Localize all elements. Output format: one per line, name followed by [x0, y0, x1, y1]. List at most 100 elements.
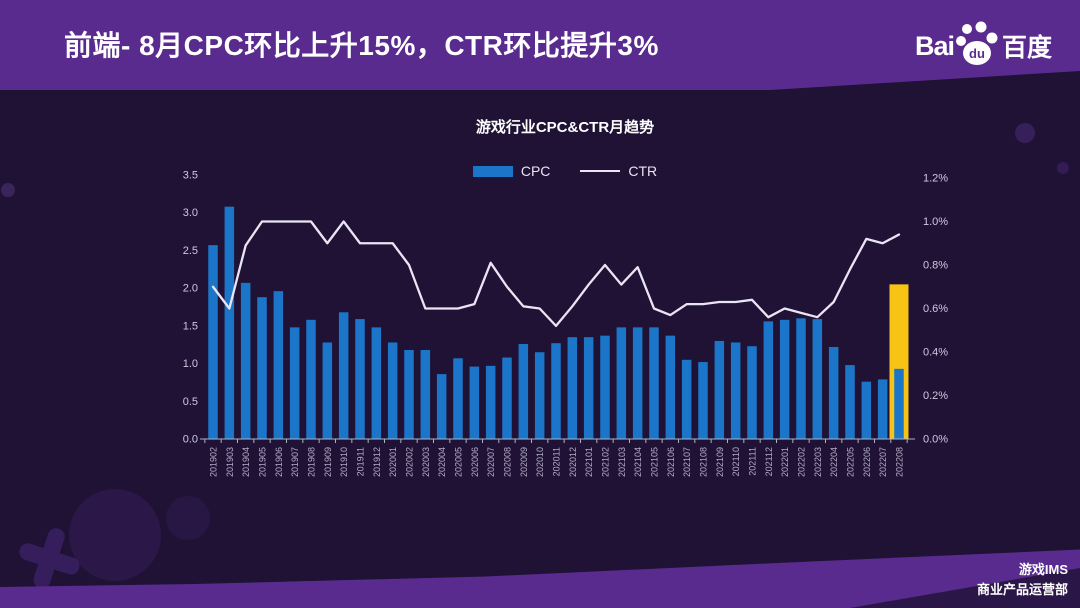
cpc-bar-201906 [273, 291, 284, 439]
x-axis-label-201902: 201902 [209, 447, 219, 477]
cpc-bar-202010 [534, 352, 545, 439]
x-axis-label-201908: 201908 [306, 447, 316, 477]
baidu-logo-cn: 百度 [1001, 34, 1052, 62]
x-axis-label-202009: 202009 [519, 447, 529, 477]
cpc-bar-202205 [845, 365, 855, 439]
cpc-bar-202003 [420, 349, 431, 439]
x-axis-label-202109: 202109 [715, 447, 725, 477]
cpc-bar-202001 [387, 342, 398, 439]
cpc-bar-202202 [796, 318, 806, 439]
cpc-bar-202006 [469, 366, 480, 439]
footer-dept: 商业产品运营部 [976, 582, 1068, 597]
legend-item-ctr: CTR [580, 163, 657, 179]
cpc-bar-202104 [632, 327, 643, 439]
x-axis-label-202104: 202104 [633, 447, 643, 477]
x-axis-label-201912: 201912 [372, 447, 382, 477]
cpc-bar-202011 [551, 343, 561, 439]
x-axis-label-202012: 202012 [568, 447, 578, 477]
header-diagonal-cut [770, 71, 1080, 90]
x-axis-label-202107: 202107 [682, 447, 692, 477]
x-axis-label-201903: 201903 [225, 447, 235, 477]
cpc-bar-201905 [257, 297, 267, 439]
left-axis-tick: 1.5 [183, 320, 198, 332]
cpc-ctr-combo-chart: 0.0 0.5 1.0 1.5 2.0 2.5 3.0 3.5 0.0% 0.2% 0.4% 0.6%… [183, 170, 949, 478]
x-axis-label-201911: 201911 [355, 447, 365, 476]
x-axis-label-202204: 202204 [829, 447, 839, 477]
cpc-bar-201911 [355, 319, 365, 439]
x-axis-label-202108: 202108 [698, 447, 708, 477]
x-axis-label-202103: 202103 [617, 447, 627, 477]
x-axis-label-202010: 202010 [535, 447, 545, 477]
left-axis-tick: 2.0 [183, 283, 198, 295]
cpc-bar-201912 [371, 327, 382, 439]
cpc-bar-202004 [436, 374, 447, 439]
legend-item-cpc: CPC [472, 163, 551, 179]
right-axis-tick: 1.0% [923, 216, 948, 228]
x-axis-label-201907: 201907 [290, 447, 300, 477]
x-axis-label-202004: 202004 [437, 447, 447, 477]
x-axis-label-202006: 202006 [470, 447, 480, 477]
left-axis-tick: 3.5 [183, 170, 198, 182]
cpc-bar-202112 [763, 321, 774, 439]
x-axis-label-202102: 202102 [600, 447, 610, 477]
cpc-bar-202102 [600, 335, 610, 439]
cpc-bar-202107 [681, 359, 692, 439]
cpc-bar-202012 [567, 337, 578, 439]
x-axis-label-202110: 202110 [731, 447, 741, 476]
left-axis-tick: 1.0 [183, 358, 198, 370]
cpc-bar-202106 [665, 335, 676, 439]
x-axis-label-201904: 201904 [241, 447, 251, 477]
footer-team: 游戏IMS [1018, 562, 1068, 577]
cpc-bar-202109 [714, 340, 725, 439]
x-axis-label-201910: 201910 [339, 447, 349, 477]
cpc-bar-201904 [240, 282, 251, 439]
right-axis-tick: 0.8% [923, 260, 948, 272]
cpc-bar-202002 [404, 349, 414, 439]
cpc-bar-201909 [322, 342, 333, 439]
svg-text:du: du [969, 46, 985, 61]
right-axis-tick: 0.0% [923, 434, 948, 446]
x-axis-label-202202: 202202 [796, 447, 806, 477]
cpc-bar-202201 [779, 319, 790, 439]
right-axis-tick: 0.6% [923, 303, 948, 315]
cpc-bar-202007 [485, 365, 496, 439]
cpc-bar-201908 [306, 319, 316, 439]
x-axis-label-202112: 202112 [764, 447, 774, 476]
cpc-bar-202108 [698, 362, 708, 439]
x-axis-label-202005: 202005 [453, 447, 463, 477]
x-axis-label-202208: 202208 [894, 447, 904, 477]
right-axis-tick: 1.2% [923, 173, 948, 185]
x-axis-label-202101: 202101 [584, 447, 594, 477]
x-axis-label-202206: 202206 [862, 447, 872, 477]
footer-credit: 游戏IMS 商业产品运营部 [977, 560, 1068, 600]
cpc-bar-202101 [583, 337, 594, 439]
cpc-bar-202105 [649, 327, 659, 439]
x-axis-label-202007: 202007 [486, 447, 496, 477]
cpc-bar-202008 [502, 357, 512, 439]
cpc-bar-201907 [289, 327, 300, 439]
left-axis-tick: 3.0 [183, 207, 198, 219]
x-axis-label-202201: 202201 [780, 447, 790, 477]
x-axis-label-202011: 202011 [551, 447, 561, 476]
cpc-bar-202009 [518, 343, 529, 439]
ctr-line [211, 220, 901, 328]
x-axis-label-202001: 202001 [388, 447, 398, 477]
x-axis-label-202207: 202207 [878, 447, 888, 477]
right-axis-tick: 0.4% [923, 347, 948, 359]
baidu-logo: Bai du 百度 [915, 20, 1052, 72]
x-axis-label-201909: 201909 [323, 447, 333, 477]
page-title: 前端- 8月CPC环比上升15%，CTR环比提升3% [64, 30, 659, 61]
legend-label-cpc: CPC [520, 163, 551, 179]
left-axis-tick: 0.0 [183, 434, 198, 446]
left-axis-tick: 0.5 [183, 396, 198, 408]
x-axis-label-202203: 202203 [813, 447, 823, 477]
baidu-paw-icon: du [955, 21, 998, 65]
left-axis-tick: 2.5 [183, 245, 198, 257]
cpc-bar-201910 [338, 312, 349, 439]
x-axis-label-202008: 202008 [502, 447, 512, 477]
x-axis-label-202106: 202106 [666, 447, 676, 477]
cpc-bar-202110 [730, 342, 741, 439]
cpc-bar-202005 [453, 358, 463, 439]
cpc-bar-202207 [877, 379, 888, 439]
x-axis-label-201906: 201906 [274, 447, 284, 477]
